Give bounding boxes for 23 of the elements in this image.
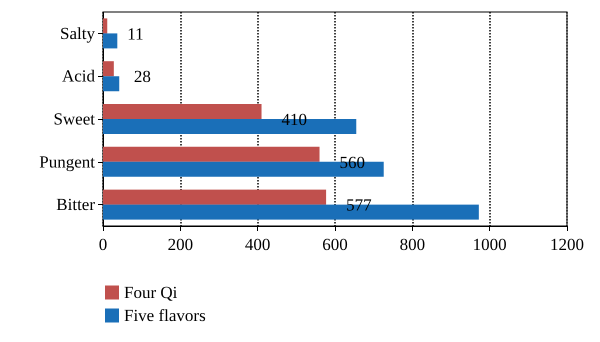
y-tick-label: Bitter (56, 195, 96, 214)
x-tick-label: 1200 (550, 235, 584, 254)
x-tick-label: 200 (168, 235, 194, 254)
x-tick-label: 600 (322, 235, 348, 254)
bar (103, 76, 120, 92)
y-tick-label: Pungent (39, 152, 96, 172)
data-label: 11 (127, 24, 144, 44)
x-tick-label: 800 (400, 235, 426, 254)
legend-label: Four Qi (124, 283, 178, 302)
data-label: 28 (134, 67, 151, 86)
y-tick-label: Sweet (53, 110, 96, 128)
y-tick-label: Salty (60, 24, 96, 43)
x-tick-label: 400 (244, 235, 270, 254)
bar (103, 61, 114, 76)
legend-label: Five flavors (124, 306, 206, 325)
bar (103, 190, 326, 205)
y-tick-label: Acid (62, 66, 96, 86)
bar (103, 18, 108, 34)
bar (103, 146, 320, 162)
x-tick-label: 0 (98, 235, 108, 254)
bar (103, 33, 118, 48)
x-tick-label: 1000 (472, 235, 507, 254)
bar (103, 104, 262, 119)
